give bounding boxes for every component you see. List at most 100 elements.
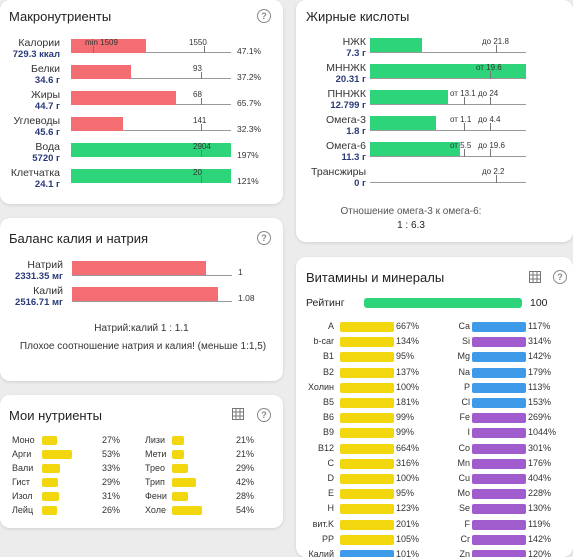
vitamin-label: B5 <box>322 397 334 407</box>
macro-row-amount: 729.3 ккал <box>12 49 60 60</box>
my-nutrient-bar <box>42 492 59 501</box>
vitamin-bar <box>472 504 526 514</box>
fat-track <box>370 156 526 157</box>
my-nutrient-label: Гист <box>12 477 31 487</box>
vitamin-label: B6 <box>322 412 334 422</box>
fat-row-label: НЖК 7.3 г <box>296 37 366 60</box>
fat-tick-label: до 2.2 <box>482 167 505 176</box>
table-icon[interactable] <box>529 271 541 283</box>
macro-row-name: Углеводы <box>13 115 60 127</box>
fat-tick-label: до 21.8 <box>482 37 509 46</box>
vitamin-pct: 269% <box>528 412 552 422</box>
vitamin-label: Cr <box>460 534 471 544</box>
fat-row-amount: 12.799 г <box>330 100 366 111</box>
macronutrients-title: Макронутриенты <box>9 9 112 24</box>
macro-track <box>71 52 231 53</box>
my-nutrient-label: Трип <box>145 477 165 487</box>
vitamin-pct: 142% <box>528 534 552 544</box>
my-nutrient-label: Моно <box>12 435 35 445</box>
fat-tick-label: до 24 <box>478 89 499 98</box>
my-nutrient-bar <box>172 492 188 501</box>
potassium-track <box>72 275 232 276</box>
vitamin-label: Na <box>458 367 470 377</box>
vitamin-bar <box>340 489 394 499</box>
fat-tick <box>464 97 465 105</box>
fat-tick <box>496 45 497 53</box>
macro-tick-label: 93 <box>193 64 202 73</box>
vitamin-label: H <box>327 503 335 513</box>
help-icon[interactable]: ? <box>257 231 271 245</box>
fat-row-label: Трансжиры 0 г <box>296 167 366 190</box>
macro-bar <box>71 169 231 183</box>
my-nutrient-label: Трео <box>145 463 166 473</box>
vitamin-label: Mo <box>457 488 470 498</box>
my-nutrient-pct: 31% <box>101 491 120 501</box>
vitamin-label: Zn <box>459 549 470 557</box>
rating-label: Рейтинг <box>306 297 345 309</box>
rating-value: 100 <box>530 297 548 309</box>
vitamin-pct: 301% <box>528 443 552 453</box>
fat-row-name: МННЖК <box>326 62 366 74</box>
my-nutrient-bar <box>172 464 188 473</box>
vitamin-bar <box>472 489 526 499</box>
my-nutrient-pct: 42% <box>235 477 254 487</box>
help-icon[interactable]: ? <box>257 408 271 422</box>
vitamin-bar <box>472 368 526 378</box>
help-icon[interactable]: ? <box>257 9 271 23</box>
vitamin-pct: 134% <box>396 336 420 346</box>
fat-tick-label: до 4.4 <box>478 115 501 124</box>
vitamin-label: Si <box>461 336 470 346</box>
vitamin-label: Se <box>458 503 470 513</box>
vitamin-pct: 667% <box>396 321 420 331</box>
potassium-track <box>72 301 232 302</box>
fat-row-amount: 1.8 г <box>346 126 366 137</box>
my-nutrient-pct: 54% <box>235 505 254 515</box>
vitamin-label: B9 <box>322 427 334 437</box>
macro-tick <box>201 176 202 183</box>
vitamin-pct: 105% <box>396 534 420 544</box>
vitamin-label: B12 <box>317 443 334 453</box>
potassium-sodium-title: Баланс калия и натрия <box>9 231 149 246</box>
macro-row-name: Жиры <box>31 89 60 101</box>
table-icon[interactable] <box>232 408 244 420</box>
vitamin-pct: 130% <box>528 503 552 513</box>
my-nutrient-bar <box>172 506 202 515</box>
vitamin-pct: 117% <box>528 321 551 331</box>
vitamins-minerals-card: Витамины и минералы ? Рейтинг 100 A 667% b… <box>296 257 573 557</box>
help-icon[interactable]: ? <box>553 270 567 284</box>
vitamin-bar <box>340 352 394 362</box>
potassium-row-label: Натрий 2331.35 мг <box>0 259 63 283</box>
vitamin-bar <box>340 368 394 378</box>
fat-tick <box>490 97 491 105</box>
my-nutrients-title: Мои нутриенты <box>9 408 102 423</box>
fat-tick <box>464 123 465 131</box>
macro-row-amount: 34.6 г <box>34 75 60 86</box>
macro-track <box>71 130 231 131</box>
macro-row-name: Калории <box>18 37 60 49</box>
potassium-bar <box>72 261 206 275</box>
vitamin-pct: 137% <box>396 367 420 377</box>
macro-row-name: Вода <box>35 141 60 153</box>
my-nutrient-label: Вали <box>12 463 34 473</box>
fat-bar <box>370 116 436 130</box>
macro-pct: 32.3% <box>237 124 262 134</box>
fat-track <box>370 104 526 105</box>
macro-tick <box>201 124 202 131</box>
vitamin-label: P <box>463 382 470 392</box>
potassium-bar <box>72 287 218 301</box>
potassium-row-name: Натрий <box>27 259 63 271</box>
potassium-row-name: Калий <box>33 285 63 297</box>
fat-tick-label: от 13.1 <box>450 89 476 98</box>
macro-row-label: Жиры 44.7 г <box>4 89 60 113</box>
vitamin-pct: 153% <box>528 397 552 407</box>
vitamin-label: Cu <box>458 473 470 483</box>
fat-tick <box>464 149 465 157</box>
vitamin-pct: 201% <box>396 519 420 529</box>
vitamin-pct: 100% <box>396 473 420 483</box>
rating-bar <box>364 298 522 308</box>
fatty-acids-title: Жирные кислоты <box>306 9 410 24</box>
vitamin-label: A <box>327 321 334 331</box>
potassium-sodium-card: Баланс калия и натрия ? Натрий 2331.35 мг… <box>0 218 283 381</box>
fat-track <box>370 182 526 183</box>
my-nutrient-bar <box>42 506 57 515</box>
